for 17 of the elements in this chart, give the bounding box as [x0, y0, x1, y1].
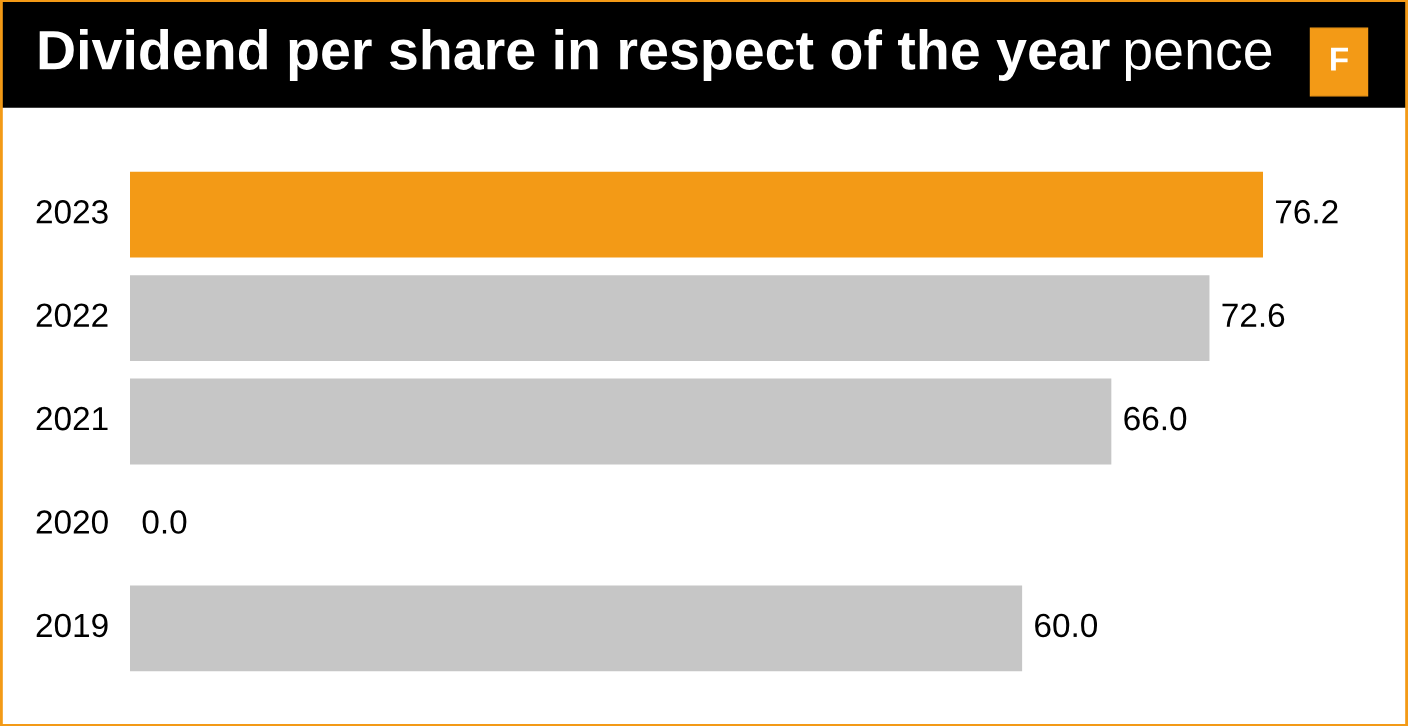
bar — [130, 585, 1023, 672]
data-label: 66.0 — [1124, 406, 1187, 431]
data-label: 72.6 — [1222, 303, 1285, 328]
chart-title: Dividend per share in respect of the year — [39, 29, 1110, 81]
data-label: 76.2 — [1276, 200, 1338, 224]
y-tick-label: 2019 — [36, 613, 108, 638]
text: F — [1331, 47, 1348, 71]
y-tick-label: 2022 — [36, 303, 108, 328]
bar — [130, 171, 1263, 258]
y-tick-label: 2023 — [36, 200, 108, 224]
data-label: 0.0 — [142, 510, 187, 534]
y-tick-label: 2020 — [36, 510, 108, 534]
bar — [130, 378, 1112, 465]
y-tick-label: 2021 — [36, 406, 108, 431]
data-label: 60.0 — [1035, 613, 1098, 638]
bar — [130, 275, 1210, 362]
chart-subtitle: pence — [1125, 39, 1272, 81]
